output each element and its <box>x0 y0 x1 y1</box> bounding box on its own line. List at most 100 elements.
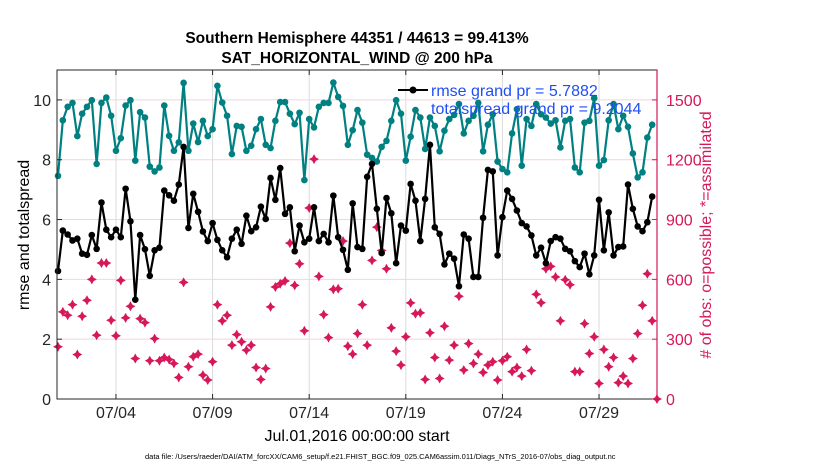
obs-count-marker <box>371 222 382 233</box>
rmse-point <box>291 247 299 255</box>
obs-count-marker <box>333 283 344 294</box>
obs-count-marker <box>574 366 585 377</box>
asterisk-shape <box>598 344 609 355</box>
asterisk-shape <box>637 300 648 311</box>
totalspread-point <box>291 120 299 128</box>
totalspread-point <box>484 121 492 129</box>
rmse-point <box>378 249 385 257</box>
rmse-point <box>547 237 555 245</box>
asterisk-shape <box>333 283 344 294</box>
totalspread-point <box>508 130 516 137</box>
asterisk-shape <box>188 351 199 362</box>
y-axis-label-right: # of obs: o=possible; *=assimilated <box>698 111 715 358</box>
totalspread-point <box>571 164 579 171</box>
asterisk-shape <box>613 377 624 388</box>
totalspread-point <box>185 147 192 155</box>
asterisk-shape <box>424 327 435 338</box>
rmse-point <box>349 200 356 207</box>
asterisk-shape <box>536 297 547 308</box>
asterisk-shape <box>270 281 281 292</box>
obs-count-marker <box>168 358 179 369</box>
obs-count-marker <box>226 340 237 351</box>
asterisk-shape <box>284 238 295 249</box>
obs-count-marker <box>164 354 175 365</box>
obs-count-marker <box>72 349 83 360</box>
rmse-point <box>146 272 154 280</box>
rmse-point <box>301 238 308 246</box>
totalspread-point <box>315 103 323 111</box>
obs-count-marker <box>405 297 416 308</box>
rmse-point <box>74 235 81 242</box>
asterisk-shape <box>386 322 397 333</box>
totalspread-point <box>392 96 400 104</box>
obs-count-marker <box>647 315 658 326</box>
asterisk-shape <box>212 299 223 310</box>
rmse-point <box>363 173 371 181</box>
obs-count-marker <box>632 328 643 339</box>
totalspread-point <box>479 148 487 155</box>
totalspread-point <box>151 168 158 175</box>
totalspread-point <box>499 165 506 173</box>
totalspread-point <box>228 150 236 158</box>
asterisk-shape <box>391 346 402 357</box>
obs-count-marker <box>260 363 271 374</box>
asterisk-shape <box>110 330 121 341</box>
totalspread-point <box>610 100 617 108</box>
obs-count-marker <box>342 341 353 352</box>
rmse-point <box>590 252 598 259</box>
totalspread-point <box>590 94 598 102</box>
totalspread-point <box>644 134 651 141</box>
totalspread-point <box>489 110 497 118</box>
rmse-point <box>537 244 545 251</box>
rmse-point <box>305 235 313 242</box>
obs-count-marker <box>526 365 537 376</box>
obs-count-marker <box>144 355 155 366</box>
obs-count-marker <box>357 299 368 310</box>
totalspread-point <box>223 112 231 120</box>
rmse-point <box>368 160 376 168</box>
asterisk-shape <box>81 295 92 306</box>
rmse-point <box>494 252 501 259</box>
obs-count-marker <box>115 275 126 286</box>
rmse-point <box>325 238 332 246</box>
asterisk-shape <box>478 367 489 378</box>
obs-count-marker <box>159 352 170 363</box>
rmse-point <box>93 245 100 253</box>
asterisk-shape <box>144 355 155 366</box>
asterisk-shape <box>511 362 522 373</box>
obs-count-marker <box>584 348 595 359</box>
obs-count-marker <box>130 353 141 364</box>
rmse-point <box>600 247 608 254</box>
rmse-point <box>474 273 482 281</box>
obs-count-marker <box>579 318 590 329</box>
obs-count-marker <box>178 277 189 288</box>
asterisk-shape <box>106 315 117 326</box>
totalspread-point <box>354 106 361 114</box>
totalspread-point <box>262 141 270 149</box>
totalspread-point <box>445 115 453 123</box>
obs-count-marker <box>478 367 489 378</box>
totalspread-point <box>83 103 91 111</box>
obs-count-marker <box>328 284 339 295</box>
asterisk-shape <box>338 236 349 247</box>
asterisk-shape <box>294 258 305 269</box>
totalspread-point <box>624 123 632 131</box>
rmse-point <box>267 174 274 182</box>
totalspread-point <box>615 125 622 133</box>
totalspread-point <box>634 174 641 181</box>
totalspread-point <box>605 116 612 124</box>
rmse-point <box>112 226 120 234</box>
totalspread-point <box>465 117 472 125</box>
asterisk-shape <box>594 378 605 389</box>
totalspread-point <box>639 168 646 176</box>
totalspread-point <box>460 130 468 137</box>
asterisk-shape <box>246 340 257 351</box>
asterisk-shape <box>154 355 165 366</box>
asterisk-shape <box>550 271 561 282</box>
obs-count-marker <box>613 377 624 388</box>
asterisk-shape <box>222 310 233 321</box>
asterisk-shape <box>77 311 88 322</box>
asterisk-shape <box>516 371 527 382</box>
rmse-point <box>315 237 323 245</box>
